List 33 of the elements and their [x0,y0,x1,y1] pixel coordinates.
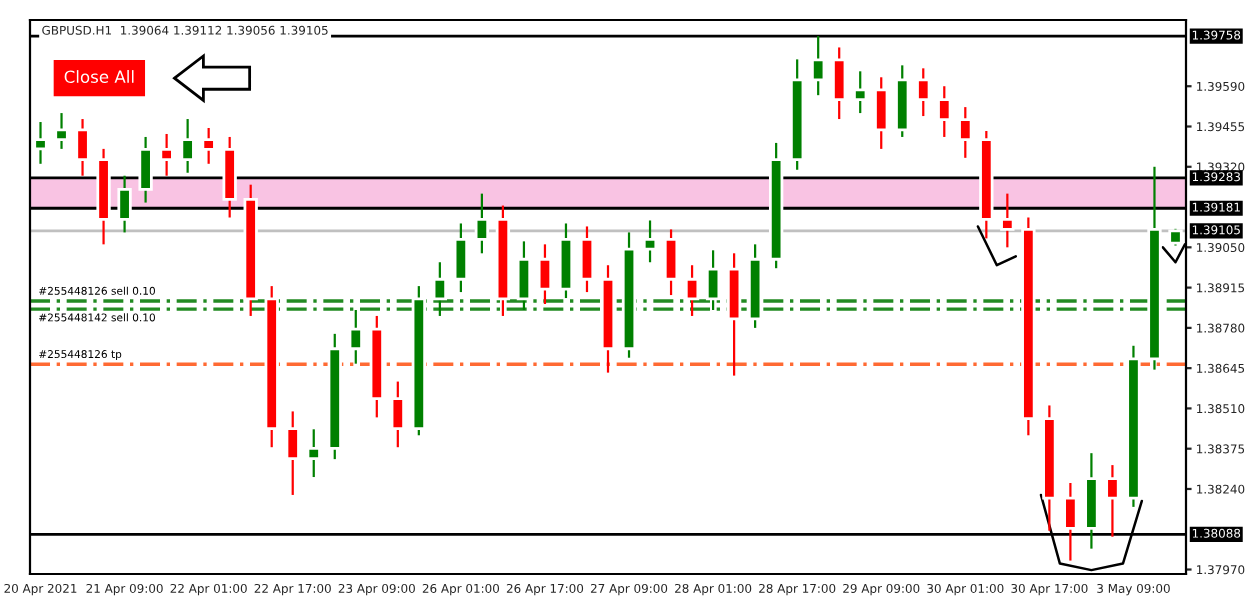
candlestick [516,240,532,312]
candlestick [348,308,363,365]
candlestick [811,35,826,97]
candlestick [1063,481,1078,562]
annotation: Close All [64,70,134,84]
candlestick [874,76,889,150]
candlestick [474,192,490,255]
candlestick [937,85,952,139]
candlestick [453,222,469,294]
candlestick [663,228,679,297]
candlestick [75,117,90,177]
candlestick [306,428,321,479]
candlestick [159,132,174,177]
candlestick [684,264,700,318]
candlestick [853,70,868,115]
candlestick [54,111,69,150]
candlestick [201,126,216,165]
candlestick [180,117,195,174]
candlestick [537,243,553,306]
candlestick [916,67,931,118]
candlestick [705,249,721,312]
candlestick [390,380,405,449]
candlestick [958,106,973,159]
candlestick [432,261,448,318]
candlestick [1000,192,1015,249]
candlestick [285,410,300,497]
candlestick [832,46,847,121]
candlestick [642,219,658,264]
candlestick [138,135,153,204]
candlestick [117,174,132,234]
candlestick [1105,464,1120,538]
candlestick [579,225,595,294]
candlestick [33,120,48,165]
